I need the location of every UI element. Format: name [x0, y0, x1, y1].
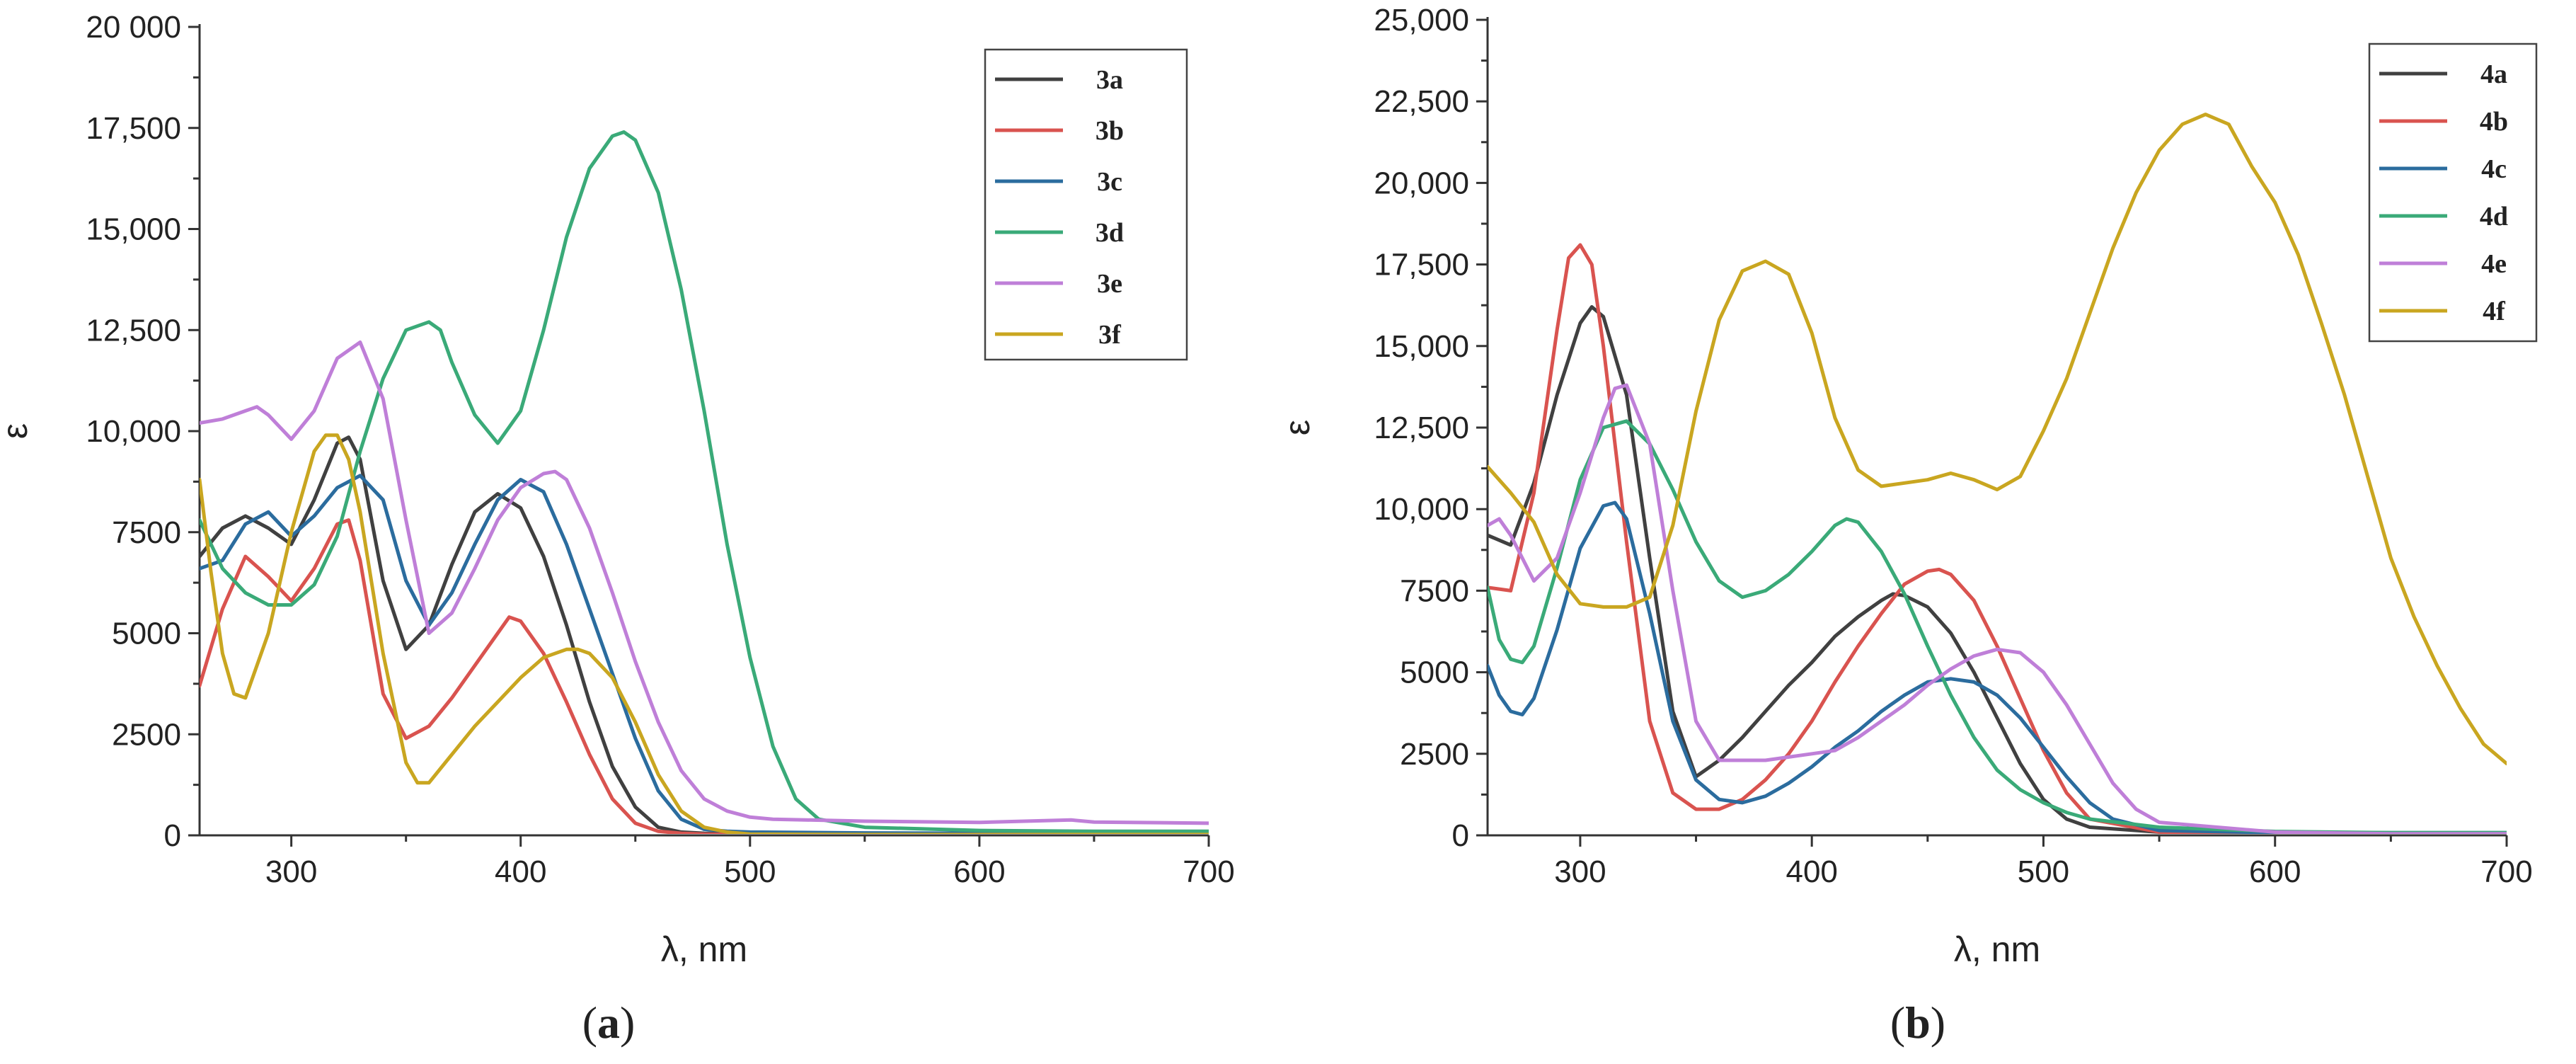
y-tick-label-b: 0: [1452, 818, 1469, 853]
series-line-3b: [200, 518, 1209, 834]
series-line-4b: [1488, 243, 2507, 834]
series-line-3d: [200, 130, 1209, 833]
legend-label-3e: 3e: [1097, 269, 1122, 299]
y-tick-label-a: 7500: [112, 515, 181, 550]
x-tick-label-a: 600: [953, 854, 1005, 889]
y-tick-label-b: 7500: [1400, 573, 1469, 608]
caption-b-letter: b: [1905, 997, 1931, 1048]
x-tick-label-b: 700: [2480, 854, 2532, 889]
legend-label-4a: 4a: [2480, 59, 2507, 89]
legend-label-4f: 4f: [2483, 297, 2506, 326]
legend-box-a: [984, 48, 1188, 361]
caption-a: (a): [582, 997, 636, 1048]
caption-b: (b): [1890, 997, 1945, 1048]
x-tick-label-b: 400: [1786, 854, 1837, 889]
legend-label-3b: 3b: [1096, 116, 1124, 146]
y-tick-label-b: 5000: [1400, 656, 1469, 690]
series-line-4a: [1488, 305, 2507, 834]
series-line-3f: [200, 433, 1209, 834]
legend-label-4d: 4d: [2480, 202, 2508, 231]
x-axis-title-b: λ, nm: [1954, 929, 2040, 969]
x-tick-label-a: 400: [495, 854, 546, 889]
y-tick-label-b: 12,500: [1374, 411, 1469, 445]
caption-b-open: (: [1890, 997, 1905, 1048]
x-tick-label-a: 700: [1183, 854, 1234, 889]
y-tick-label-a: 10,000: [86, 414, 181, 449]
legend-label-3c: 3c: [1097, 167, 1122, 197]
y-axis-title-b: ε: [1277, 420, 1317, 435]
x-tick-label-b: 300: [1554, 854, 1606, 889]
y-tick-label-b: 22,500: [1374, 84, 1469, 119]
caption-a-letter: a: [597, 997, 620, 1048]
y-tick-label-a: 5000: [112, 617, 181, 651]
y-tick-label-a: 17,500: [86, 111, 181, 146]
legend-box-b: [2368, 42, 2538, 343]
x-tick-label-b: 600: [2249, 854, 2301, 889]
y-tick-label-a: 12,500: [86, 313, 181, 348]
x-tick-label-a: 500: [724, 854, 776, 889]
caption-a-open: (: [582, 997, 597, 1048]
x-tick-label-b: 500: [2018, 854, 2069, 889]
y-tick-label-a: 0: [164, 818, 181, 853]
series-line-4f: [1488, 113, 2507, 766]
series-line-4e: [1488, 383, 2507, 834]
y-axis-title-a: ε: [0, 423, 35, 439]
y-tick-label-a: 15,000: [86, 212, 181, 247]
legend-label-3d: 3d: [1096, 218, 1124, 248]
chart-panel-a: 300 400 500 600 700 0 2500 5000 7500 10,000 12,500…: [0, 10, 1235, 969]
legend-label-3f: 3f: [1098, 320, 1122, 350]
series-line-4c: [1488, 500, 2507, 834]
x-axis-title-a: λ, nm: [661, 929, 747, 969]
y-tick-label-b: 2500: [1400, 737, 1469, 772]
legend-label-4b: 4b: [2480, 107, 2508, 137]
y-tick-label-b: 15,000: [1374, 329, 1469, 364]
caption-a-close: ): [620, 997, 635, 1048]
y-tick-label-b: 17,500: [1374, 248, 1469, 282]
legend-label-3a: 3a: [1096, 65, 1123, 95]
legend-label-4c: 4c: [2481, 154, 2507, 184]
legend-label-4e: 4e: [2481, 249, 2507, 279]
x-tick-label-a: 300: [265, 854, 317, 889]
caption-b-close: ): [1931, 997, 1945, 1048]
series-line-3a: [200, 435, 1209, 834]
y-tick-label-b: 25,000: [1374, 3, 1469, 38]
y-tick-label-a: 2500: [112, 717, 181, 752]
y-tick-label-a: 20 000: [86, 10, 181, 45]
chart-panel-b: 300 400 500 600 700 0 2500 5000 7500 10,000 12,500…: [1277, 3, 2538, 969]
y-tick-label-b: 20,000: [1374, 166, 1469, 200]
series-line-3e: [200, 340, 1209, 825]
y-tick-label-b: 10,000: [1374, 492, 1469, 527]
